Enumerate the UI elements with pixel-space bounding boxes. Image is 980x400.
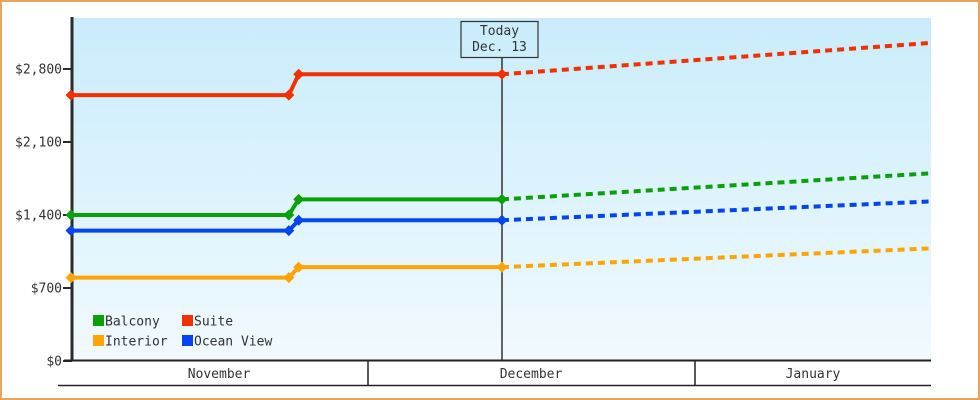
series-point-interior (65, 272, 77, 284)
legend-swatch-balcony (93, 315, 104, 326)
series-point-interior (283, 272, 295, 284)
legend-swatch-interior (93, 335, 104, 346)
series-point-balcony (283, 209, 295, 221)
y-tick-label: $700 (31, 282, 62, 297)
legend-label-suite: Suite (194, 315, 233, 330)
series-point-balcony (65, 209, 77, 221)
y-tick-label: $0 (46, 355, 62, 370)
y-axis-ticks: $2,800 $2,100 $1,400 $700 $0 (15, 63, 72, 370)
series-line-ocean-view (71, 218, 502, 233)
series-point-suite (293, 68, 305, 80)
legend-swatch-ocean-view (182, 335, 193, 346)
series-point-interior (496, 261, 508, 273)
legend: Balcony Suite Interior Ocean View (93, 315, 272, 350)
month-label-november: November (188, 367, 251, 382)
today-box-date: Dec. 13 (472, 40, 527, 55)
series-point-ocean-view (283, 225, 295, 237)
month-label-december: December (500, 367, 563, 382)
series-point-ocean-view (65, 225, 77, 237)
series-line-suite (71, 72, 502, 98)
legend-label-balcony: Balcony (105, 315, 160, 330)
series-point-balcony (496, 193, 508, 205)
series-point-suite (283, 89, 295, 101)
series-line-interior (71, 265, 502, 280)
y-tick-label: $1,400 (15, 209, 62, 224)
series-point-suite (496, 68, 508, 80)
y-tick-label: $2,100 (15, 136, 62, 151)
series-layer (65, 40, 932, 284)
series-point-ocean-view (496, 214, 508, 226)
series-point-interior (293, 261, 305, 273)
today-box (460, 20, 539, 59)
legend-label-interior: Interior (105, 335, 168, 350)
today-annotation: Today Dec. 13 (460, 20, 539, 59)
series-point-balcony (293, 193, 305, 205)
y-tick-label: $2,800 (15, 63, 62, 78)
series-line-balcony (71, 197, 502, 217)
series-point-ocean-view (293, 214, 305, 226)
legend-label-ocean-view: Ocean View (194, 335, 272, 350)
month-label-january: January (786, 367, 841, 382)
series-point-suite (65, 89, 77, 101)
legend-swatch-suite (182, 315, 193, 326)
today-box-title: Today (480, 24, 519, 39)
x-axis-month-band: November December January (58, 359, 931, 387)
